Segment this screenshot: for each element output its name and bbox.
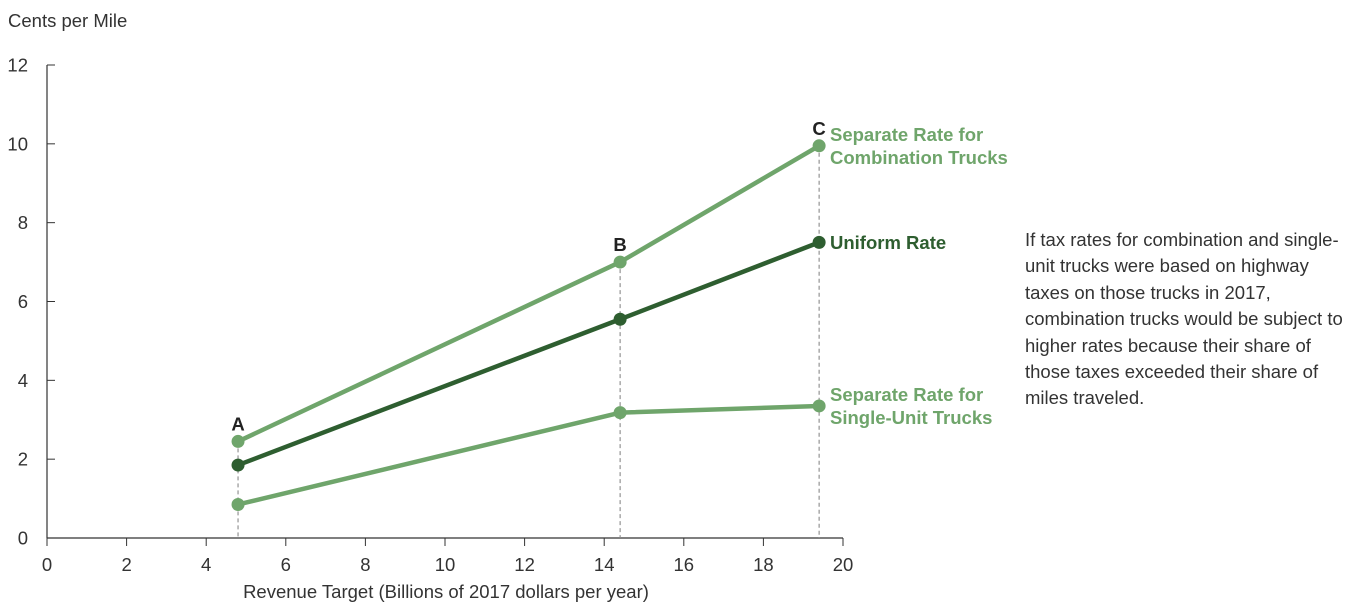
series-label: Separate Rate for [830, 124, 983, 145]
x-tick-label: 12 [514, 554, 535, 575]
data-point [812, 235, 826, 249]
y-axis-title: Cents per Mile [8, 10, 127, 31]
y-tick-label: 12 [7, 55, 28, 76]
series-line [235, 143, 822, 444]
x-tick-label: 14 [594, 554, 615, 575]
data-point [613, 406, 627, 420]
point-label: C [812, 118, 825, 139]
x-tick-label: 20 [833, 554, 854, 575]
y-tick-label: 0 [18, 528, 28, 549]
series-label: Single-Unit Trucks [830, 407, 992, 428]
y-tick-label: 10 [7, 133, 28, 154]
y-tick-label: 2 [18, 449, 28, 470]
series-line [235, 403, 822, 507]
y-tick-label: 8 [18, 212, 28, 233]
x-tick-label: 10 [435, 554, 456, 575]
x-tick-label: 16 [674, 554, 695, 575]
x-axis-title: Revenue Target (Billions of 2017 dollars… [243, 581, 649, 602]
series-label: Separate Rate for [830, 384, 983, 405]
data-point [812, 139, 826, 153]
data-point [231, 458, 245, 472]
x-tick-label: 0 [42, 554, 52, 575]
series-label: Combination Trucks [830, 147, 1008, 168]
x-tick-label: 8 [360, 554, 370, 575]
x-tick-label: 6 [281, 554, 291, 575]
y-tick-label: 4 [18, 370, 28, 391]
data-point [613, 255, 627, 269]
x-tick-label: 4 [201, 554, 211, 575]
data-point [613, 312, 627, 326]
data-point [231, 497, 245, 511]
x-tick-label: 2 [121, 554, 131, 575]
x-tick-label: 18 [753, 554, 774, 575]
data-point [812, 399, 826, 413]
point-label: A [231, 413, 244, 434]
series-line [235, 240, 822, 468]
data-point [231, 434, 245, 448]
chart-annotation: If tax rates for combination and single-… [1025, 229, 1343, 409]
y-tick-label: 6 [18, 291, 28, 312]
point-label: B [613, 234, 626, 255]
series-label: Uniform Rate [830, 232, 946, 253]
